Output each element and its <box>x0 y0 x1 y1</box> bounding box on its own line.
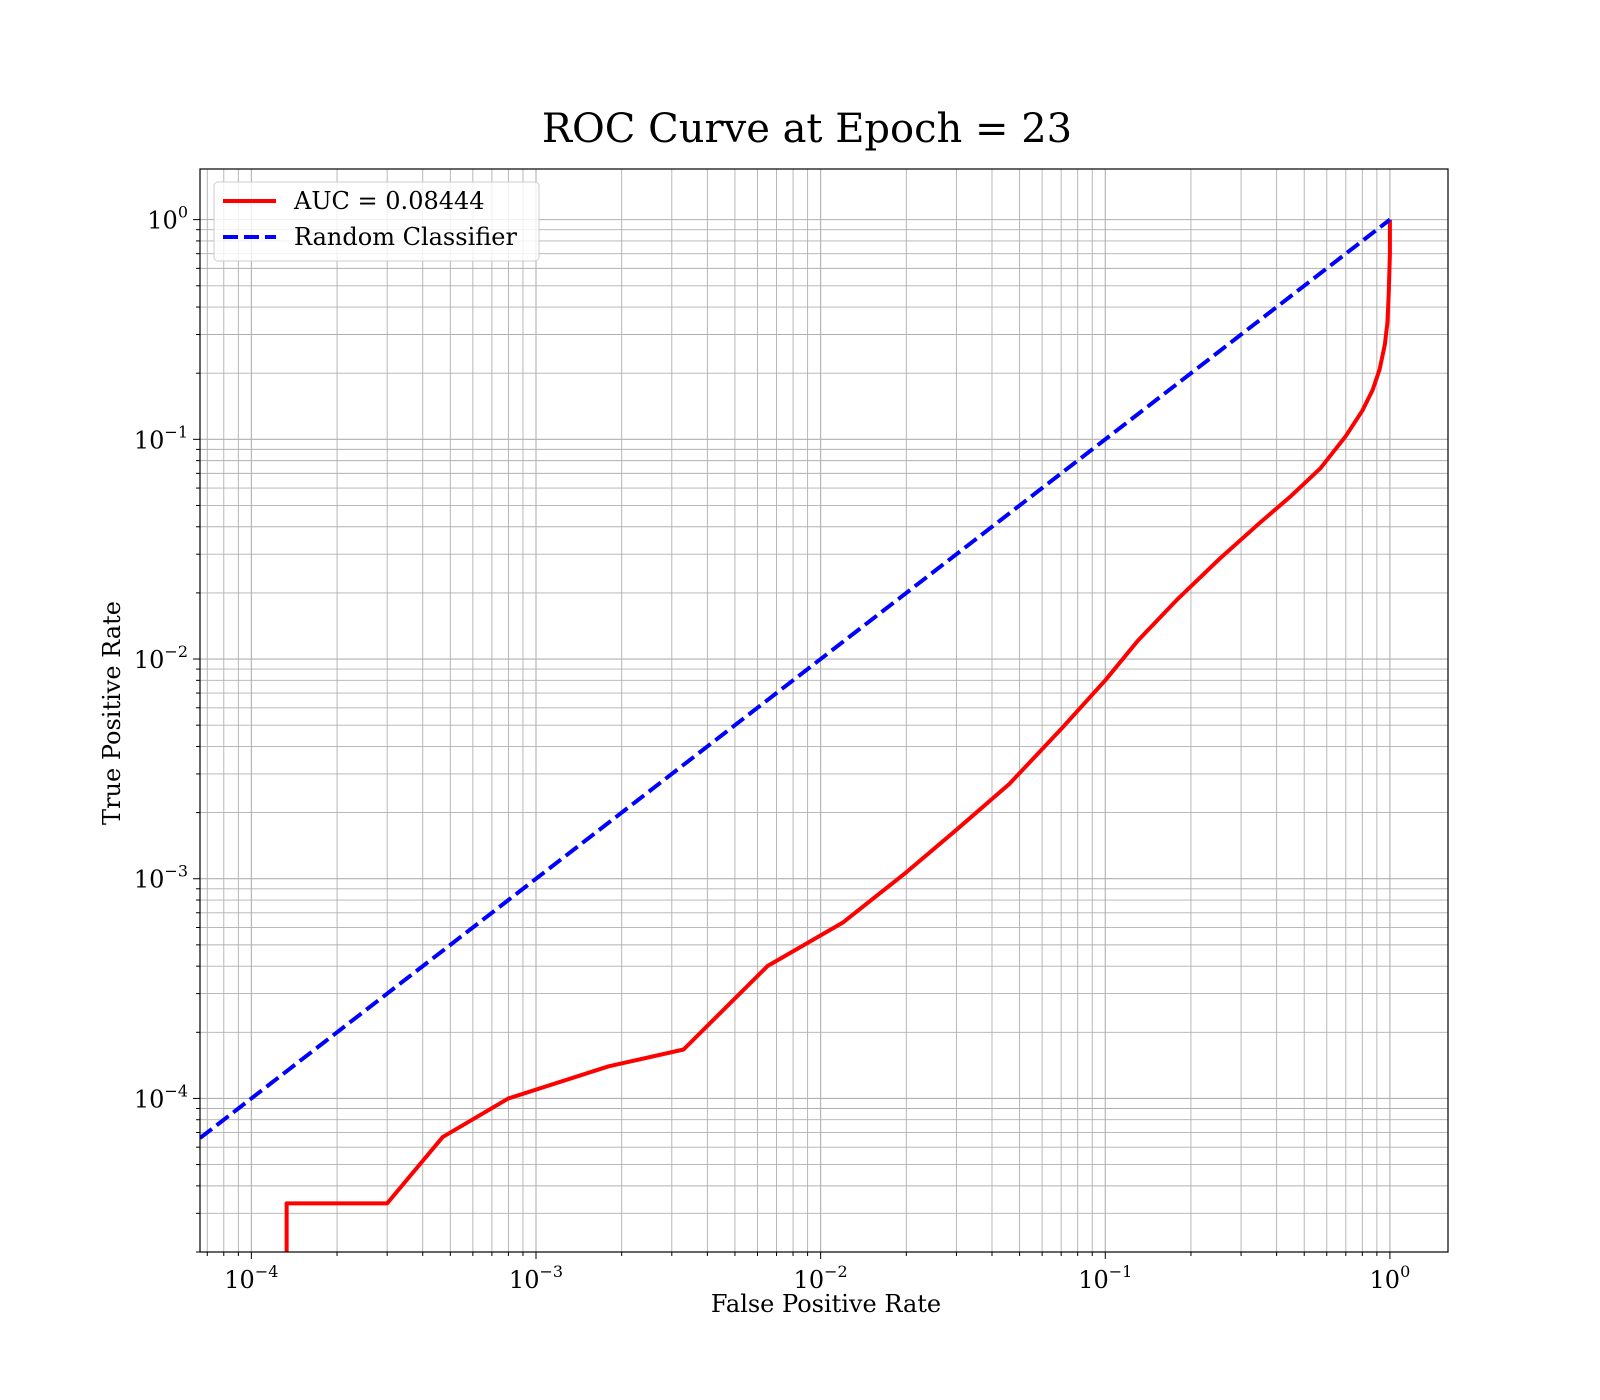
y-tick-label-exponent: −1 <box>164 422 188 441</box>
x-axis-label: False Positive Rate <box>711 1290 941 1318</box>
chart-title: ROC Curve at Epoch = 23 <box>542 106 1072 152</box>
roc-curve-line <box>284 219 1392 1252</box>
x-tick-label-base: 10 <box>224 1266 255 1294</box>
x-tick-label-base: 10 <box>794 1266 825 1294</box>
legend-box <box>213 181 540 262</box>
y-tick-label-base: 10 <box>134 426 165 454</box>
y-tick-label-exponent: −4 <box>164 1081 188 1100</box>
x-tick-label-exponent: 0 <box>1400 1262 1410 1281</box>
plot-frame <box>199 168 1449 1253</box>
series-layer <box>200 218 1392 1252</box>
x-tick-label: 10−3 <box>509 1262 563 1294</box>
legend: AUC = 0.08444 Random Classifier <box>213 181 540 262</box>
grid <box>200 169 1448 1253</box>
x-tick-label-base: 10 <box>1078 1266 1109 1294</box>
random-classifier-line <box>200 218 1392 1140</box>
y-tick-label-base: 10 <box>147 207 178 235</box>
y-tick-label-exponent: −2 <box>164 642 188 661</box>
y-tick-label-base: 10 <box>134 866 165 894</box>
y-tick-label: 10−4 <box>134 1081 188 1113</box>
x-tick-label-base: 10 <box>1370 1266 1401 1294</box>
x-tick-label-exponent: −3 <box>539 1262 563 1281</box>
legend-label-random-classifier: Random Classifier <box>294 223 517 251</box>
x-tick-label-exponent: −2 <box>824 1262 848 1281</box>
y-tick-label: 10−1 <box>134 422 188 454</box>
y-tick-label-exponent: 0 <box>178 203 188 222</box>
y-tick-label-exponent: −3 <box>164 862 188 881</box>
x-tick-label: 10−4 <box>224 1262 278 1294</box>
y-tick-label: 100 <box>147 203 188 235</box>
y-tick-label: 10−2 <box>134 642 188 674</box>
y-axis-label: True Positive Rate <box>98 601 126 825</box>
x-tick-label: 100 <box>1370 1262 1411 1294</box>
x-tick-label: 10−2 <box>794 1262 848 1294</box>
legend-label-auc: AUC = 0.08444 <box>293 187 485 215</box>
x-tick-label-base: 10 <box>509 1266 540 1294</box>
y-tick-label: 10−3 <box>134 862 188 894</box>
y-tick-label-base: 10 <box>134 646 165 674</box>
y-tick-label-base: 10 <box>134 1085 165 1113</box>
x-tick-label-exponent: −1 <box>1109 1262 1133 1281</box>
x-tick-label: 10−1 <box>1078 1262 1132 1294</box>
x-tick-label-exponent: −4 <box>255 1262 279 1281</box>
